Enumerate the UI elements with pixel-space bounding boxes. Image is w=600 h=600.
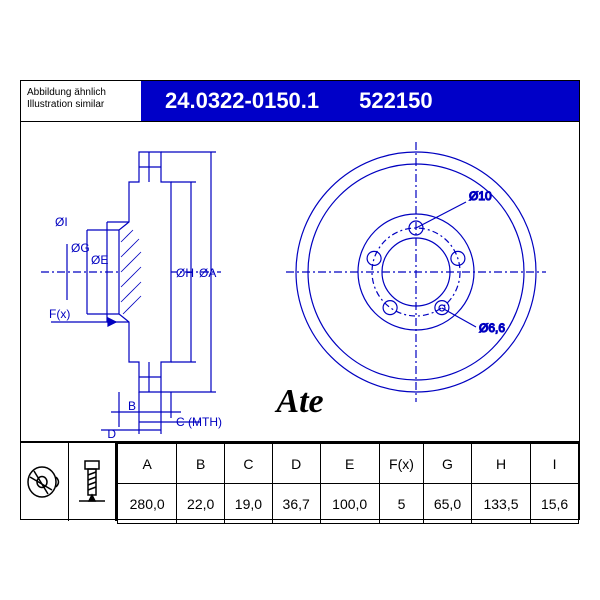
col-e: E	[320, 444, 379, 484]
val-i: 15,6	[531, 484, 579, 524]
dimension-table: A B C D E F(x) G H I 280,0 22,0 19,0 36,…	[117, 443, 579, 524]
header: Abbildung ähnlich Illustration similar 2…	[21, 81, 579, 121]
label-oa: ØA	[199, 266, 216, 280]
val-a: 280,0	[118, 484, 177, 524]
val-f: 5	[379, 484, 423, 524]
front-view	[286, 142, 546, 402]
note-de: Abbildung ähnlich	[27, 87, 137, 99]
disc-icon	[21, 443, 69, 521]
dimension-table-wrap: A B C D E F(x) G H I 280,0 22,0 19,0 36,…	[21, 441, 579, 521]
label-b: B	[128, 399, 136, 413]
val-e: 100,0	[320, 484, 379, 524]
col-h: H	[471, 444, 530, 484]
col-a: A	[118, 444, 177, 484]
header-banner: 24.0322-0150.1 522150	[141, 81, 579, 121]
header-note: Abbildung ähnlich Illustration similar	[21, 81, 141, 121]
col-i: I	[531, 444, 579, 484]
table-value-row: 280,0 22,0 19,0 36,7 100,0 5 65,0 133,5 …	[118, 484, 579, 524]
spec-card: Abbildung ähnlich Illustration similar 2…	[20, 80, 580, 520]
val-b: 22,0	[177, 484, 225, 524]
drawing-area: Ø10 Ø6,6	[21, 121, 579, 441]
bolt-icon	[69, 443, 116, 521]
val-g: 65,0	[424, 484, 472, 524]
table-header-row: A B C D E F(x) G H I	[118, 444, 579, 484]
label-fx: F(x)	[49, 307, 70, 321]
side-view	[41, 152, 221, 434]
short-number: 522150	[359, 88, 432, 114]
col-d: D	[272, 444, 320, 484]
val-d: 36,7	[272, 484, 320, 524]
label-d66: Ø6,6	[479, 321, 505, 335]
val-c: 19,0	[225, 484, 273, 524]
label-og: ØG	[71, 241, 90, 255]
col-g: G	[424, 444, 472, 484]
label-oi: ØI	[55, 215, 68, 229]
label-c: C (MTH)	[176, 415, 222, 429]
note-en: Illustration similar	[27, 99, 137, 111]
brand-logo: Ate	[276, 383, 323, 421]
label-d: D	[107, 427, 116, 441]
label-oe: ØE	[91, 253, 108, 267]
col-c: C	[225, 444, 273, 484]
val-h: 133,5	[471, 484, 530, 524]
part-number: 24.0322-0150.1	[165, 88, 319, 114]
label-d10: Ø10	[469, 189, 492, 203]
table-icons	[21, 443, 117, 521]
col-f: F(x)	[379, 444, 423, 484]
col-b: B	[177, 444, 225, 484]
label-oh: ØH	[176, 266, 194, 280]
